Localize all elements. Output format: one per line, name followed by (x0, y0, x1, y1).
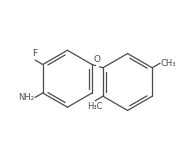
Text: H₃C: H₃C (87, 102, 103, 111)
Text: NH₂: NH₂ (18, 93, 34, 102)
Text: CH₃: CH₃ (161, 59, 176, 68)
Text: O: O (94, 55, 101, 64)
Text: F: F (32, 49, 37, 58)
